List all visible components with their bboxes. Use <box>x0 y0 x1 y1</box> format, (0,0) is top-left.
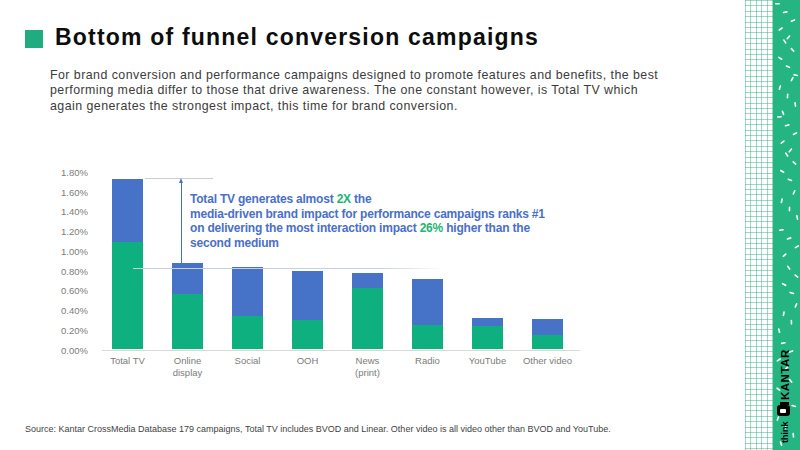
bar-segment-brand-conversion-green-radio <box>412 325 443 350</box>
bar-segment-brand-conversion-blue-social <box>232 267 263 316</box>
y-axis-tick-label: 1.20% <box>48 226 88 237</box>
kantar-logo: KANTAR <box>777 336 793 400</box>
grid-paper-strip <box>745 0 773 450</box>
kantar-logo-text: KANTAR <box>779 349 791 400</box>
annotation-arrow-head <box>179 178 183 183</box>
y-axis-tick-label: 1.40% <box>48 206 88 217</box>
bar-segment-brand-conversion-green-total-tv <box>112 242 143 349</box>
y-axis-tick-label: 1.60% <box>48 186 88 197</box>
bar-segment-brand-conversion-green-ooh <box>292 320 323 350</box>
bar-segment-brand-conversion-green-online-display <box>172 294 203 349</box>
bar-segment-brand-conversion-blue-other-video <box>532 319 563 335</box>
y-axis-tick-label: 0.20% <box>48 324 88 335</box>
x-axis-category-label: Radio <box>396 355 460 367</box>
annotation-line-second <box>133 268 443 269</box>
x-axis-line <box>102 350 580 351</box>
y-axis-tick-label: 0.00% <box>48 344 88 355</box>
x-axis-category-label: Total TV <box>96 355 160 367</box>
annotation-text: Total TV generates almost 2X the media-d… <box>190 192 590 250</box>
x-axis-category-label: Online display <box>156 355 220 379</box>
bar-segment-brand-conversion-blue-total-tv <box>112 179 143 242</box>
y-axis-tick-label: 1.00% <box>48 245 88 256</box>
bar-segment-brand-conversion-blue-news-print- <box>352 273 383 289</box>
x-axis-category-label: News (print) <box>336 355 400 379</box>
annotation-arrow <box>181 183 182 268</box>
x-axis-category-label: OOH <box>276 355 340 367</box>
bar-segment-brand-conversion-blue-ooh <box>292 271 323 320</box>
source-note: Source: Kantar CrossMedia Database 179 c… <box>25 424 611 434</box>
x-axis-category-label: YouTube <box>456 355 520 367</box>
think-label: think <box>779 416 791 443</box>
y-axis-tick-label: 0.80% <box>48 265 88 276</box>
thinkbox-tv-icon <box>777 405 790 416</box>
bar-segment-brand-conversion-blue-youtube <box>472 318 503 326</box>
bar-segment-brand-conversion-green-news-print- <box>352 288 383 349</box>
bar-segment-brand-conversion-green-youtube <box>472 326 503 350</box>
slide: Bottom of funnel conversion campaigns Fo… <box>0 0 800 450</box>
y-axis-tick-label: 0.40% <box>48 305 88 316</box>
bar-segment-brand-conversion-green-social <box>232 316 263 350</box>
bar-segment-brand-conversion-green-other-video <box>532 335 563 350</box>
x-axis-category-label: Other video <box>516 355 580 367</box>
bar-segment-brand-conversion-blue-radio <box>412 279 443 324</box>
y-axis-tick-label: 1.80% <box>48 167 88 178</box>
x-axis-category-label: Social <box>216 355 280 367</box>
y-axis-tick-label: 0.60% <box>48 285 88 296</box>
